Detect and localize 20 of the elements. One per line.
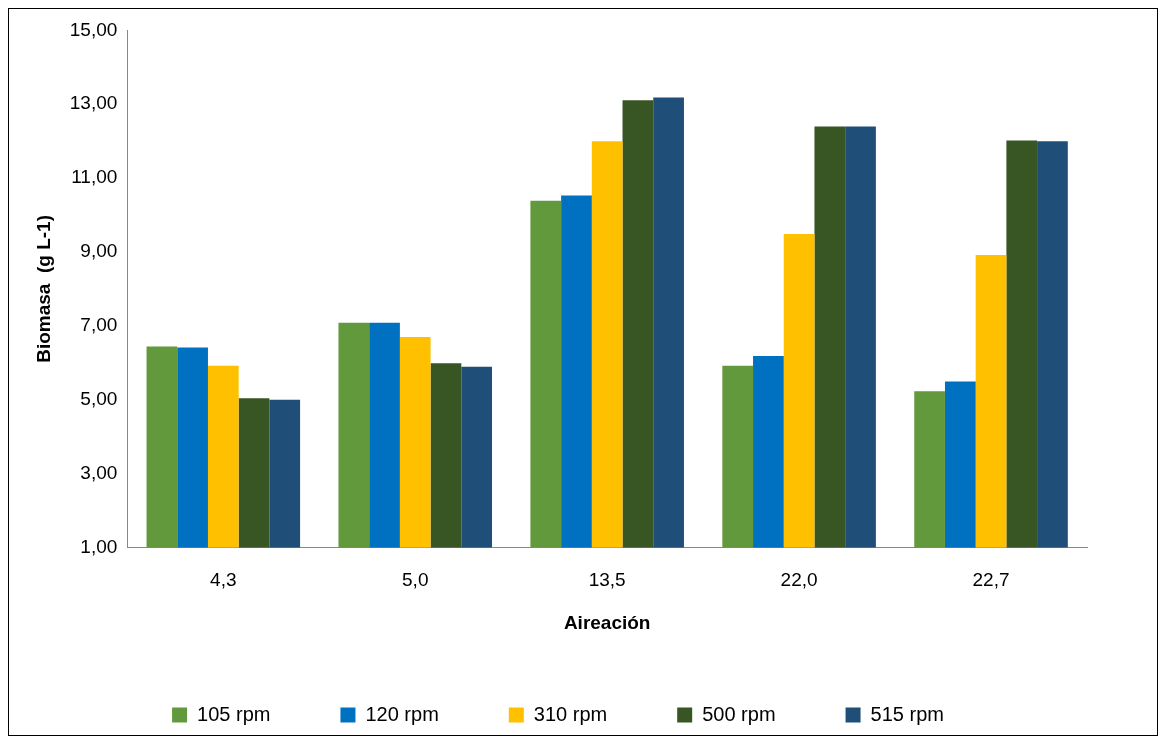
y-tick-label: 3,00	[80, 461, 118, 483]
y-tick-label: 5,00	[80, 387, 118, 409]
legend-label: 105 rpm	[197, 702, 271, 725]
x-axis-title: Aireación	[563, 611, 651, 633]
y-tick-label: 7,00	[80, 314, 118, 336]
y-tick-label: 15,00	[69, 18, 118, 40]
y-tick-label: 11,00	[71, 166, 118, 188]
y-tick-label: 1,00	[80, 535, 118, 557]
x-tick-label: 13,5	[588, 569, 626, 591]
legend-label: 515 rpm	[870, 702, 944, 725]
y-tick-label: 9,00	[80, 240, 118, 262]
legend-label: 310 rpm	[533, 702, 608, 725]
x-tick-label: 5,0	[402, 569, 429, 591]
y-tick-label: 13,00	[69, 92, 118, 114]
legend-label: 120 rpm	[365, 702, 439, 725]
x-tick-label: 22,0	[780, 569, 818, 591]
x-tick-label: 22,7	[972, 569, 1010, 591]
x-tick-label: 4,3	[210, 569, 237, 591]
y-axis-title: Biomasa (g L-1)	[32, 214, 54, 363]
legend-label: 500 rpm	[702, 702, 776, 725]
